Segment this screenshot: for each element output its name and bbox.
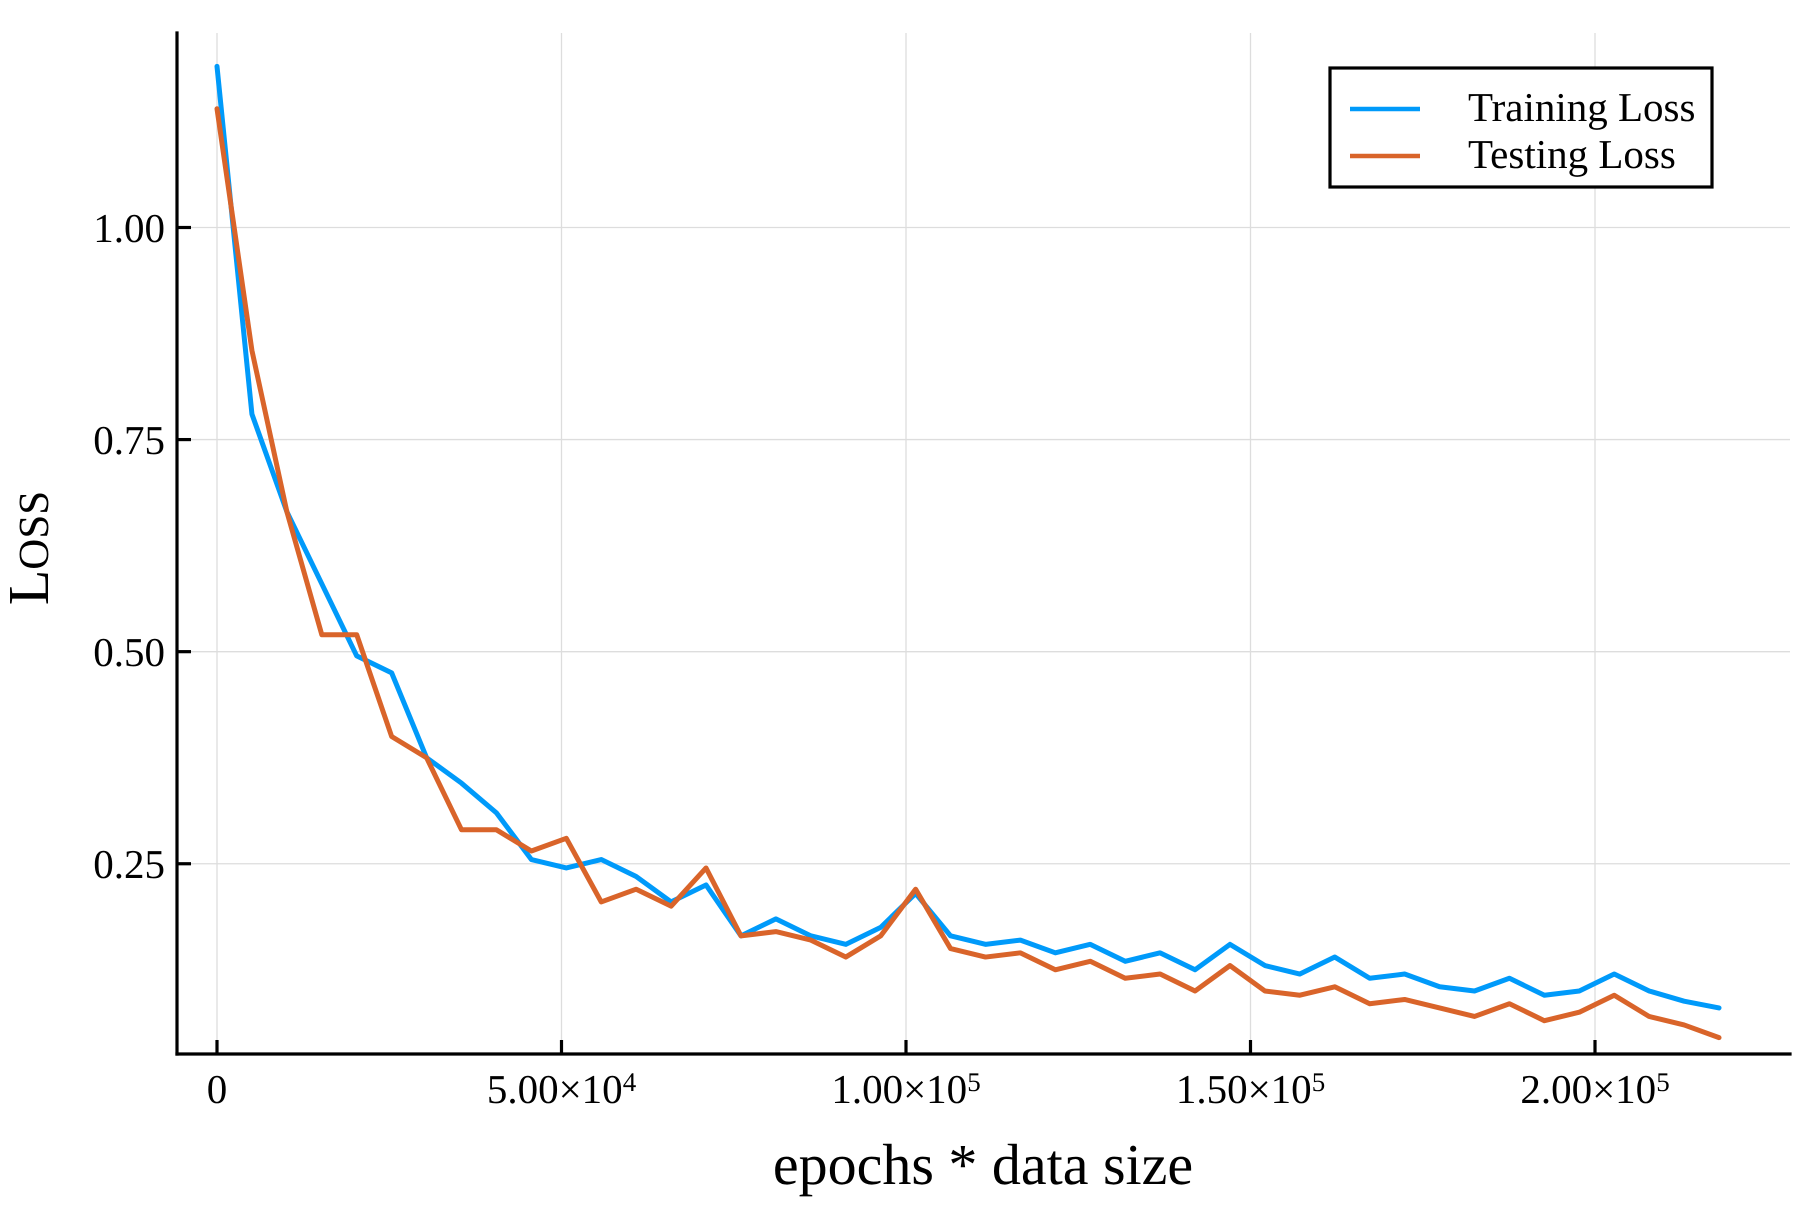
svg-text:0: 0 (207, 1066, 228, 1112)
svg-text:Testing Loss: Testing Loss (1468, 131, 1676, 177)
svg-text:2.00×105: 2.00×105 (1520, 1066, 1669, 1112)
svg-text:0.50: 0.50 (93, 629, 165, 675)
svg-text:5.00×104: 5.00×104 (487, 1066, 637, 1112)
svg-text:1.50×105: 1.50×105 (1176, 1066, 1325, 1112)
svg-text:0.25: 0.25 (93, 841, 165, 887)
svg-text:epochs * data size: epochs * data size (773, 1132, 1193, 1197)
svg-text:Training Loss: Training Loss (1468, 84, 1695, 130)
svg-text:1.00: 1.00 (93, 205, 165, 251)
svg-text:1.00×105: 1.00×105 (831, 1066, 980, 1112)
svg-text:0.75: 0.75 (93, 417, 165, 463)
